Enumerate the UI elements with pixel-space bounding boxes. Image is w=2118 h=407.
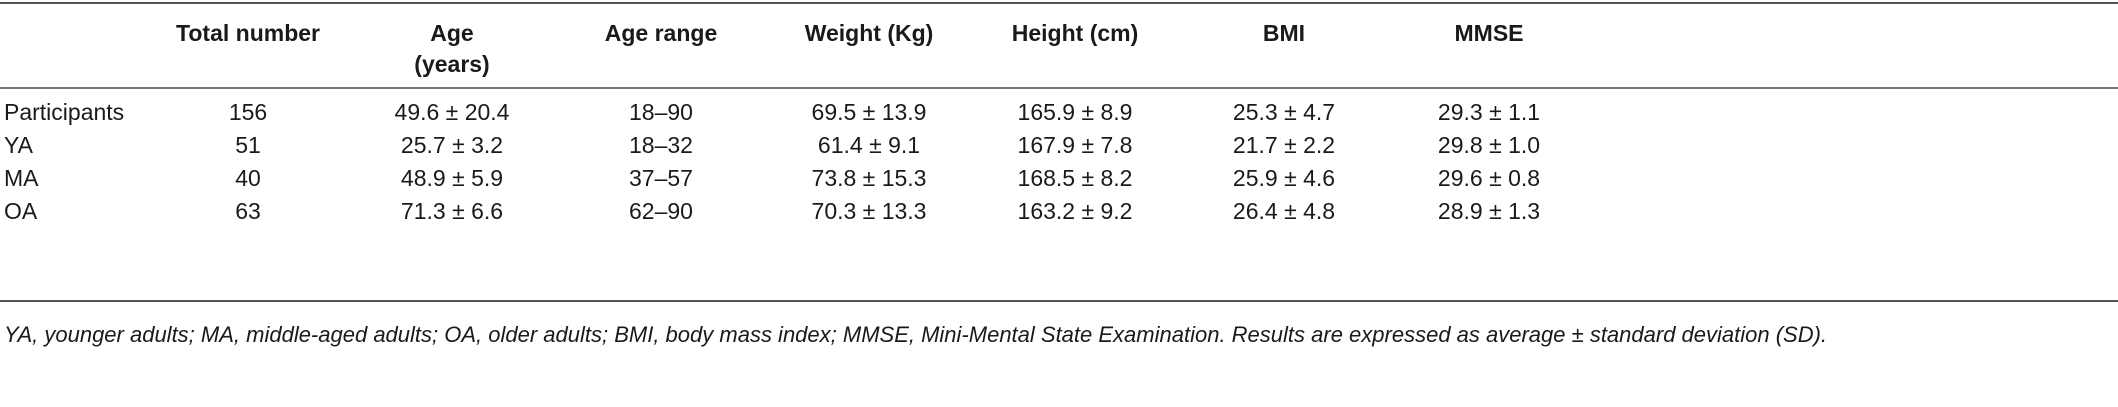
cell-mmse: 29.3 ± 1.1 [1437,99,1541,125]
table-row: YA 51 25.7 ± 3.2 18–32 61.4 ± 9.1 167.9 … [0,129,2118,162]
header-height: Height (cm) [1011,20,1139,46]
cell-age-range: 18–90 [629,99,693,125]
header-weight: Weight (Kg) [804,20,934,46]
cell-age: 71.3 ± 6.6 [400,198,504,224]
header-total-number: Total number [176,20,320,46]
table-footnote: YA, younger adults; MA, middle-aged adul… [4,322,1828,347]
cell-group: YA [4,132,33,158]
cell-weight: 73.8 ± 15.3 [811,165,927,191]
cell-age: 49.6 ± 20.4 [394,99,510,125]
header-age-line1: Age [430,20,474,46]
cell-total: 156 [228,99,268,125]
header-age: Age (years) [414,18,489,80]
cell-age: 48.9 ± 5.9 [400,165,504,191]
cell-weight: 69.5 ± 13.9 [811,99,927,125]
cell-age-range: 18–32 [629,132,693,158]
cell-weight: 70.3 ± 13.3 [811,198,927,224]
cell-bmi: 21.7 ± 2.2 [1232,132,1336,158]
cell-mmse: 28.9 ± 1.3 [1437,198,1541,224]
cell-bmi: 25.9 ± 4.6 [1232,165,1336,191]
cell-mmse: 29.6 ± 0.8 [1437,165,1541,191]
header-age-range: Age range [604,20,718,46]
cell-height: 165.9 ± 8.9 [1017,99,1133,125]
table-row: MA 40 48.9 ± 5.9 37–57 73.8 ± 15.3 168.5… [0,162,2118,195]
cell-total: 40 [235,165,261,191]
cell-weight: 61.4 ± 9.1 [817,132,921,158]
cell-group: OA [4,198,38,224]
cell-mmse: 29.8 ± 1.0 [1437,132,1541,158]
header-mmse: MMSE [1454,20,1524,46]
cell-group: Participants [4,99,125,125]
cell-age-range: 37–57 [629,165,693,191]
table-top-rule [0,2,2118,4]
cell-group: MA [4,165,39,191]
cell-age: 25.7 ± 3.2 [400,132,504,158]
cell-total: 51 [235,132,261,158]
table-header-rule [0,87,2118,89]
cell-bmi: 26.4 ± 4.8 [1232,198,1336,224]
cell-age-range: 62–90 [629,198,693,224]
cell-bmi: 25.3 ± 4.7 [1232,99,1336,125]
table-row: OA 63 71.3 ± 6.6 62–90 70.3 ± 13.3 163.2… [0,195,2118,228]
table-row: Participants 156 49.6 ± 20.4 18–90 69.5 … [0,96,2118,129]
cell-height: 167.9 ± 7.8 [1017,132,1133,158]
cell-total: 63 [235,198,261,224]
header-age-line2: (years) [414,51,490,77]
table-bottom-rule [0,300,2118,302]
header-bmi: BMI [1262,20,1306,46]
cell-height: 168.5 ± 8.2 [1017,165,1133,191]
cell-height: 163.2 ± 9.2 [1017,198,1133,224]
